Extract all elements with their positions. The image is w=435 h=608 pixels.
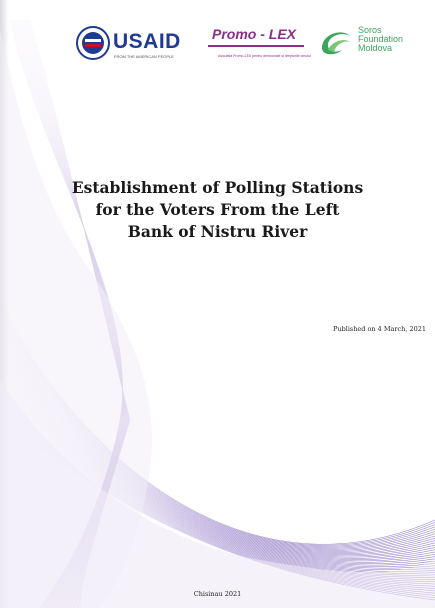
title-line-3: Bank of Nistru River [127, 222, 308, 241]
wave-fill-upper [0, 30, 152, 608]
title-line-2: for the Voters From the Left [95, 200, 340, 219]
promo-lex-underline [208, 45, 304, 47]
soros-line-3: Moldova [358, 43, 393, 53]
soros-line-2: Foundation [358, 34, 404, 44]
promo-lex-logo: Promo - LEX Asociatia Promo-LEX pentru d… [208, 24, 311, 64]
soros-line-1: Soros [358, 25, 382, 35]
usaid-wordmark: USAID [113, 30, 181, 53]
usaid-seal-icon [76, 26, 110, 60]
usaid-tagline: FROM THE AMERICAN PEOPLE [114, 54, 174, 59]
soros-foundation-logo: Soros Foundation Moldova [318, 24, 423, 64]
usaid-logo: USAID FROM THE AMERICAN PEOPLE [76, 24, 196, 64]
soros-wordmark: Soros Foundation Moldova [358, 26, 403, 53]
place-and-year: Chisinau 2021 [193, 590, 242, 598]
title-line-1: Establishment of Polling Stations [71, 178, 364, 197]
publication-date: Published on 4 March, 2021 [333, 325, 426, 333]
promo-lex-wordmark: Promo - LEX [212, 26, 297, 42]
document-title: Establishment of Polling Stations for th… [30, 177, 405, 243]
promo-lex-tagline: Asociatia Promo-LEX pentru democratie si… [218, 54, 311, 58]
soros-swirl-icon [322, 32, 350, 55]
